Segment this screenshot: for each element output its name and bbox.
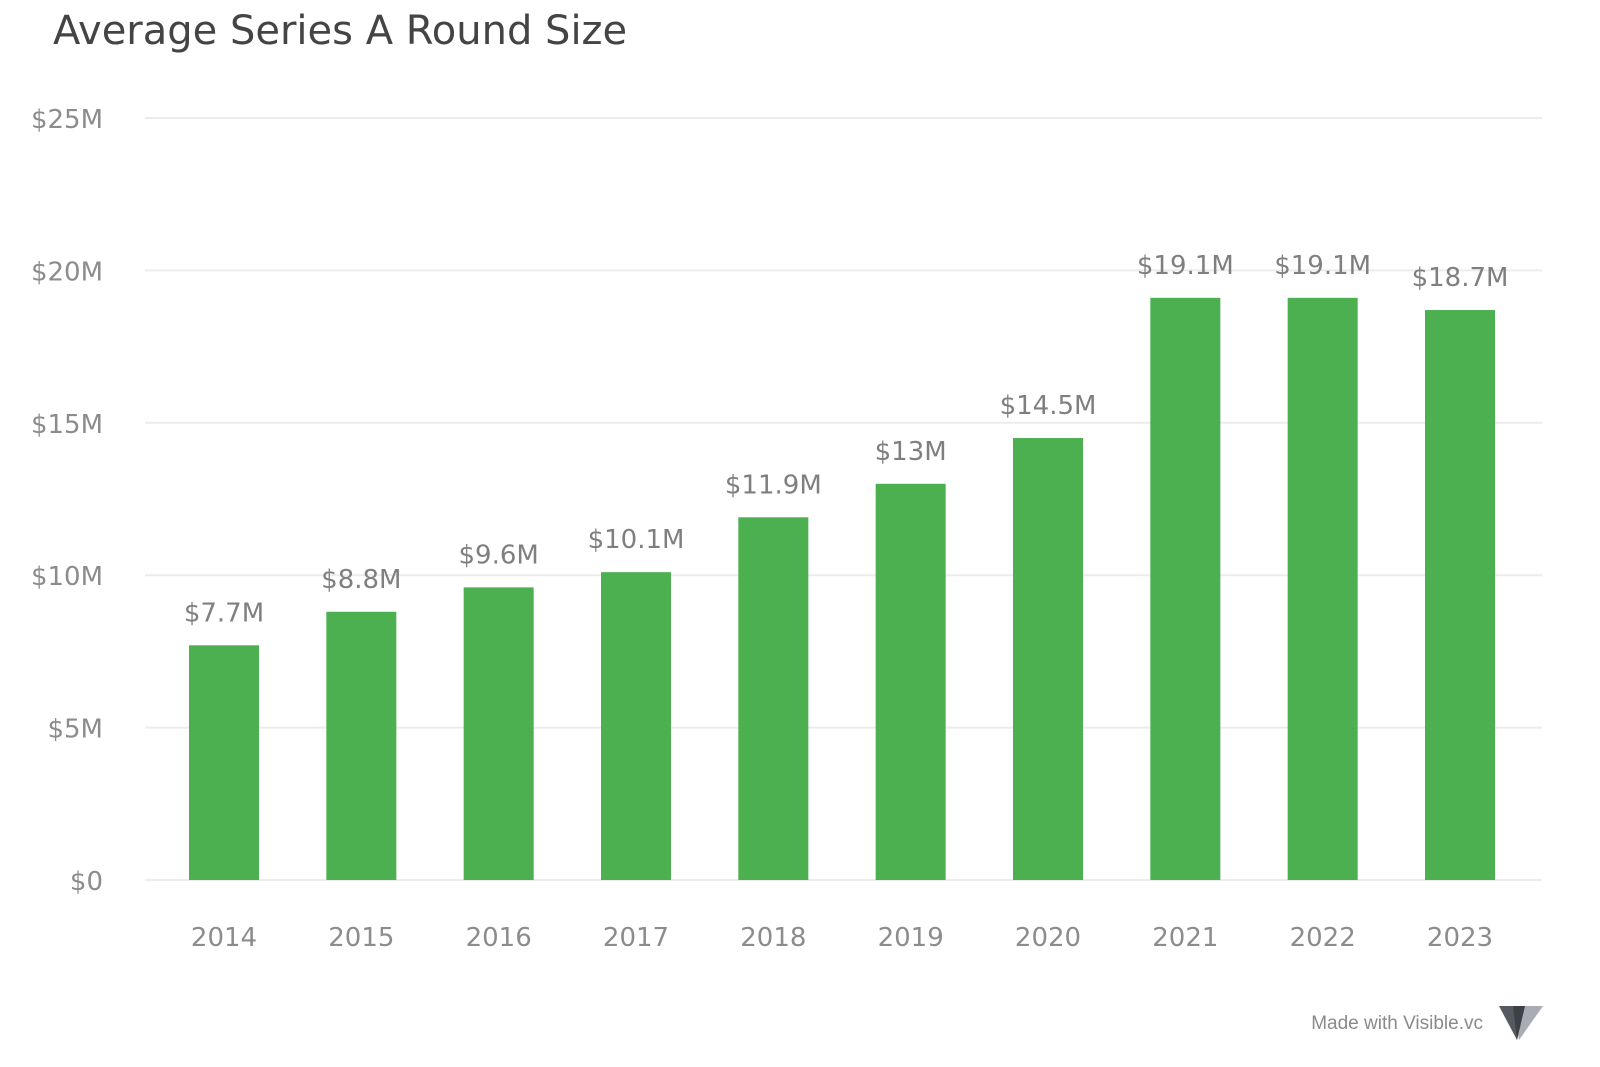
chart-title: Average Series A Round Size — [53, 8, 628, 54]
y-tick-label: $25M — [31, 105, 103, 135]
data-label: $14.5M — [1000, 391, 1097, 421]
bar-2020[interactable] — [1013, 438, 1083, 880]
x-tick-label: 2022 — [1290, 923, 1356, 953]
y-tick-label: $0 — [70, 867, 103, 897]
made-with-credit[interactable]: Made with Visible.vc — [1311, 1013, 1483, 1034]
y-tick-label: $15M — [31, 410, 103, 440]
data-label: $11.9M — [725, 470, 822, 500]
x-tick-label: 2021 — [1152, 923, 1218, 953]
bar-2023[interactable] — [1425, 310, 1495, 880]
data-label: $7.7M — [184, 598, 264, 628]
data-label: $9.6M — [459, 540, 539, 570]
data-labels: $7.7M $8.8M $9.6M $10.1M $11.9M $13M $14.5M $19… — [184, 251, 1509, 628]
bar-2021[interactable] — [1150, 297, 1221, 880]
y-tick-label: $10M — [31, 562, 103, 592]
y-tick-label: $20M — [31, 257, 103, 287]
data-label: $8.8M — [321, 565, 401, 595]
x-tick-label: 2015 — [328, 923, 394, 953]
data-label: $10.1M — [588, 525, 685, 555]
bar-2017[interactable] — [601, 572, 671, 880]
x-tick-label: 2020 — [1015, 923, 1081, 953]
data-label: $19.1M — [1274, 251, 1371, 281]
x-tick-label: 2018 — [740, 923, 806, 953]
x-tick-label: 2016 — [466, 923, 532, 953]
x-axis-ticks: 2014 2015 2016 2017 2018 2019 2020 2021 2022 2023 — [191, 923, 1493, 953]
x-tick-label: 2014 — [191, 923, 257, 953]
visible-logo-icon[interactable] — [1499, 1006, 1543, 1042]
bar-2019[interactable] — [875, 483, 946, 880]
data-label: $18.7M — [1412, 263, 1509, 293]
y-axis-ticks: $0 $5M $10M $15M $20M $25M — [31, 105, 103, 897]
x-tick-label: 2023 — [1427, 923, 1493, 953]
bar-2015[interactable] — [326, 611, 397, 880]
data-label: $19.1M — [1137, 251, 1234, 281]
bars — [189, 297, 1495, 880]
footer: Made with Visible.vc — [1311, 1006, 1543, 1042]
x-tick-label: 2017 — [603, 923, 669, 953]
x-tick-label: 2019 — [878, 923, 944, 953]
bar-2022[interactable] — [1287, 297, 1358, 880]
bar-2014[interactable] — [189, 645, 259, 880]
y-tick-label: $5M — [47, 715, 103, 745]
bar-2016[interactable] — [463, 587, 534, 880]
bar-2018[interactable] — [738, 517, 809, 880]
data-label: $13M — [875, 437, 947, 467]
